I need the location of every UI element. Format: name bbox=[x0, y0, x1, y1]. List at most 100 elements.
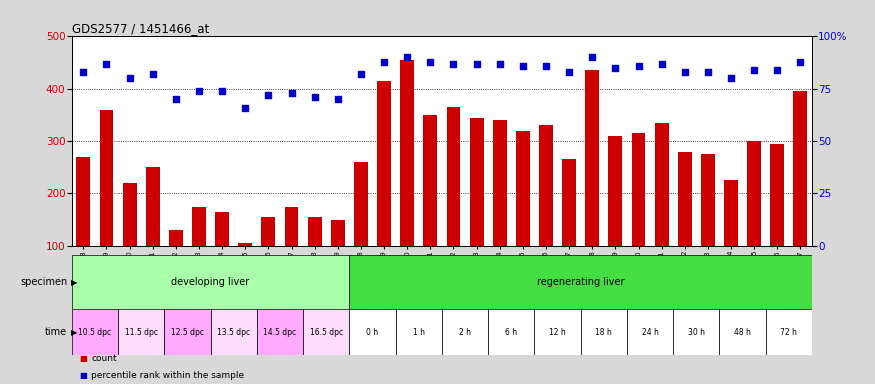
Bar bbox=[608, 136, 622, 246]
Bar bbox=[303, 309, 349, 355]
Bar bbox=[211, 309, 257, 355]
Point bbox=[146, 71, 160, 77]
Bar bbox=[72, 255, 349, 309]
Point bbox=[76, 69, 90, 75]
Bar bbox=[516, 131, 529, 246]
Text: 12 h: 12 h bbox=[550, 328, 566, 337]
Bar bbox=[192, 207, 206, 246]
Bar bbox=[747, 141, 761, 246]
Bar bbox=[535, 309, 581, 355]
Bar bbox=[770, 144, 784, 246]
Bar bbox=[262, 217, 276, 246]
Bar bbox=[470, 118, 484, 246]
Text: regenerating liver: regenerating liver bbox=[537, 277, 625, 287]
Point bbox=[516, 63, 530, 69]
Text: 1 h: 1 h bbox=[413, 328, 424, 337]
Point bbox=[308, 94, 322, 100]
Point bbox=[654, 61, 668, 67]
Bar bbox=[118, 309, 164, 355]
Point bbox=[169, 96, 183, 103]
Bar bbox=[626, 309, 673, 355]
Bar bbox=[766, 309, 812, 355]
Bar bbox=[701, 154, 715, 246]
Text: 48 h: 48 h bbox=[734, 328, 751, 337]
Bar bbox=[400, 60, 414, 246]
Bar bbox=[539, 126, 553, 246]
Bar bbox=[72, 309, 118, 355]
Text: 16.5 dpc: 16.5 dpc bbox=[310, 328, 343, 337]
Bar bbox=[76, 157, 90, 246]
Point bbox=[446, 61, 460, 67]
Bar bbox=[257, 309, 303, 355]
Point bbox=[100, 61, 114, 67]
Bar bbox=[442, 309, 488, 355]
Text: 12.5 dpc: 12.5 dpc bbox=[171, 328, 204, 337]
Bar bbox=[562, 159, 576, 246]
Text: ■: ■ bbox=[79, 354, 87, 363]
Point bbox=[424, 58, 438, 65]
Bar bbox=[354, 162, 367, 246]
Bar bbox=[238, 243, 252, 246]
Bar bbox=[493, 120, 507, 246]
Bar bbox=[585, 71, 599, 246]
Text: 2 h: 2 h bbox=[459, 328, 471, 337]
Point bbox=[215, 88, 229, 94]
Bar bbox=[673, 309, 719, 355]
Text: ▶: ▶ bbox=[71, 278, 77, 287]
Text: 14.5 dpc: 14.5 dpc bbox=[263, 328, 297, 337]
Point bbox=[701, 69, 715, 75]
Bar bbox=[581, 309, 626, 355]
Text: GDS2577 / 1451466_at: GDS2577 / 1451466_at bbox=[72, 22, 209, 35]
Text: ▶: ▶ bbox=[71, 328, 77, 337]
Bar bbox=[331, 220, 345, 246]
Bar bbox=[794, 91, 808, 246]
Text: 18 h: 18 h bbox=[595, 328, 612, 337]
Bar bbox=[123, 183, 136, 246]
Point bbox=[493, 61, 507, 67]
Text: percentile rank within the sample: percentile rank within the sample bbox=[91, 371, 244, 380]
Point bbox=[770, 67, 784, 73]
Text: 10.5 dpc: 10.5 dpc bbox=[79, 328, 111, 337]
Text: 30 h: 30 h bbox=[688, 328, 705, 337]
Point bbox=[539, 63, 553, 69]
Text: developing liver: developing liver bbox=[172, 277, 249, 287]
Bar bbox=[146, 167, 159, 246]
Bar bbox=[349, 309, 396, 355]
Point bbox=[470, 61, 484, 67]
Point bbox=[794, 58, 808, 65]
Bar bbox=[377, 81, 391, 246]
Point bbox=[724, 75, 738, 81]
Point bbox=[562, 69, 576, 75]
Point bbox=[262, 92, 276, 98]
Text: 6 h: 6 h bbox=[505, 328, 517, 337]
Bar bbox=[164, 309, 211, 355]
Bar bbox=[724, 180, 738, 246]
Point bbox=[192, 88, 206, 94]
Text: 13.5 dpc: 13.5 dpc bbox=[217, 328, 250, 337]
Bar bbox=[308, 217, 322, 246]
Bar bbox=[284, 207, 298, 246]
Text: count: count bbox=[91, 354, 116, 363]
Point bbox=[747, 67, 761, 73]
Bar bbox=[488, 309, 535, 355]
Bar bbox=[678, 152, 692, 246]
Bar bbox=[654, 123, 668, 246]
Point bbox=[354, 71, 367, 77]
Point bbox=[608, 65, 622, 71]
Bar bbox=[169, 230, 183, 246]
Point bbox=[678, 69, 692, 75]
Text: ■: ■ bbox=[79, 371, 87, 380]
Text: 72 h: 72 h bbox=[780, 328, 797, 337]
Bar bbox=[719, 309, 766, 355]
Text: time: time bbox=[46, 327, 67, 337]
Bar bbox=[215, 212, 229, 246]
Text: 24 h: 24 h bbox=[641, 328, 659, 337]
Point bbox=[400, 55, 414, 61]
Point bbox=[284, 90, 298, 96]
Point bbox=[377, 58, 391, 65]
Text: 11.5 dpc: 11.5 dpc bbox=[124, 328, 158, 337]
Point bbox=[238, 104, 252, 111]
Bar bbox=[424, 115, 438, 246]
Point bbox=[331, 96, 345, 103]
Bar bbox=[396, 309, 442, 355]
